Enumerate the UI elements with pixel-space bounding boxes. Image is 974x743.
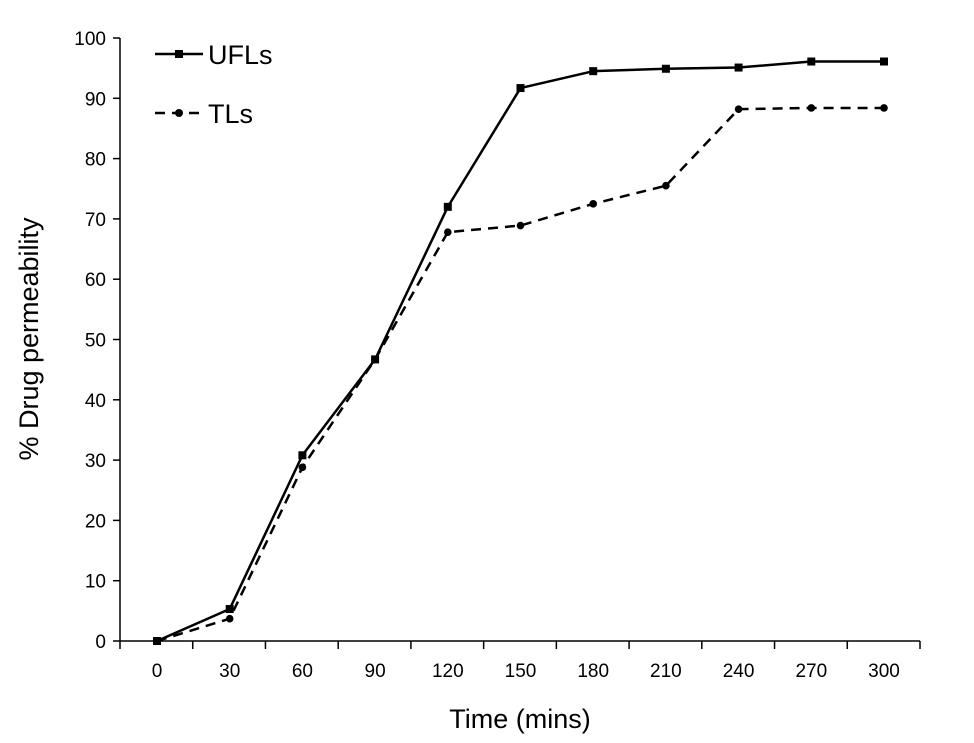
y-axis-title: % Drug permeability — [14, 217, 44, 461]
series-layer — [153, 57, 888, 645]
legend: UFLs TLs — [155, 40, 273, 129]
y-tick-label-10: 10 — [85, 572, 106, 593]
data-point-ufls-60 — [298, 451, 307, 460]
data-point-tls-300 — [880, 104, 888, 112]
y-tick-label-0: 0 — [95, 632, 106, 653]
x-tick-label-210: 210 — [650, 661, 682, 682]
data-point-tls-210 — [662, 181, 670, 190]
x-tick-label-0: 0 — [152, 661, 163, 682]
series-ufls — [153, 57, 888, 645]
data-point-tls-30 — [225, 614, 234, 623]
x-tick-label-300: 300 — [868, 661, 900, 682]
data-point-ufls-30 — [225, 605, 234, 614]
y-tick-label-20: 20 — [85, 511, 106, 532]
y-tick-label-70: 70 — [85, 210, 106, 231]
data-point-tls-0 — [153, 637, 161, 645]
data-point-ufls-120 — [443, 202, 452, 211]
x-tick-label-270: 270 — [795, 661, 827, 682]
data-point-ufls-270 — [807, 57, 816, 66]
data-point-ufls-240 — [734, 63, 743, 72]
data-point-tls-90 — [371, 355, 379, 364]
series-tls — [153, 104, 888, 645]
x-tick-label-60: 60 — [292, 661, 313, 682]
y-tick-label-90: 90 — [85, 89, 106, 110]
legend-label-ufls: UFLs — [208, 40, 273, 70]
data-point-tls-240 — [734, 105, 743, 113]
x-tick-label-90: 90 — [365, 661, 386, 682]
x-tick-label-180: 180 — [577, 661, 609, 682]
legend-label-tls: TLs — [208, 99, 253, 129]
x-tick-label-150: 150 — [505, 661, 537, 682]
y-tick-label-80: 80 — [85, 150, 106, 171]
x-ticks: 0 30 60 90 120 150 180 210 240 270 300 — [119, 641, 921, 682]
x-axis-title: Time (mins) — [449, 704, 591, 734]
series-line-ufls — [156, 60, 884, 643]
y-tick-label-100: 100 — [74, 29, 106, 50]
x-tick-label-240: 240 — [723, 661, 755, 682]
data-point-tls-270 — [807, 104, 816, 112]
data-point-ufls-150 — [516, 84, 525, 93]
data-point-tls-60 — [298, 463, 307, 472]
series-line-tls — [156, 106, 884, 643]
y-tick-label-50: 50 — [85, 331, 106, 352]
data-point-tls-120 — [444, 228, 452, 236]
y-tick-label-30: 30 — [85, 451, 106, 472]
data-point-tls-150 — [516, 221, 525, 230]
y-tick-label-60: 60 — [85, 270, 106, 291]
data-point-tls-180 — [589, 200, 597, 208]
data-point-ufls-210 — [661, 64, 670, 73]
legend-marker-tls — [175, 109, 183, 117]
y-tick-label-40: 40 — [85, 391, 106, 412]
y-ticks: 0 10 20 30 40 50 60 70 80 90 100 — [74, 29, 120, 653]
data-point-ufls-180 — [589, 67, 598, 76]
data-point-ufls-300 — [880, 57, 888, 66]
x-tick-label-30: 30 — [219, 661, 240, 682]
legend-marker-ufls — [175, 50, 183, 58]
x-tick-label-120: 120 — [432, 661, 464, 682]
